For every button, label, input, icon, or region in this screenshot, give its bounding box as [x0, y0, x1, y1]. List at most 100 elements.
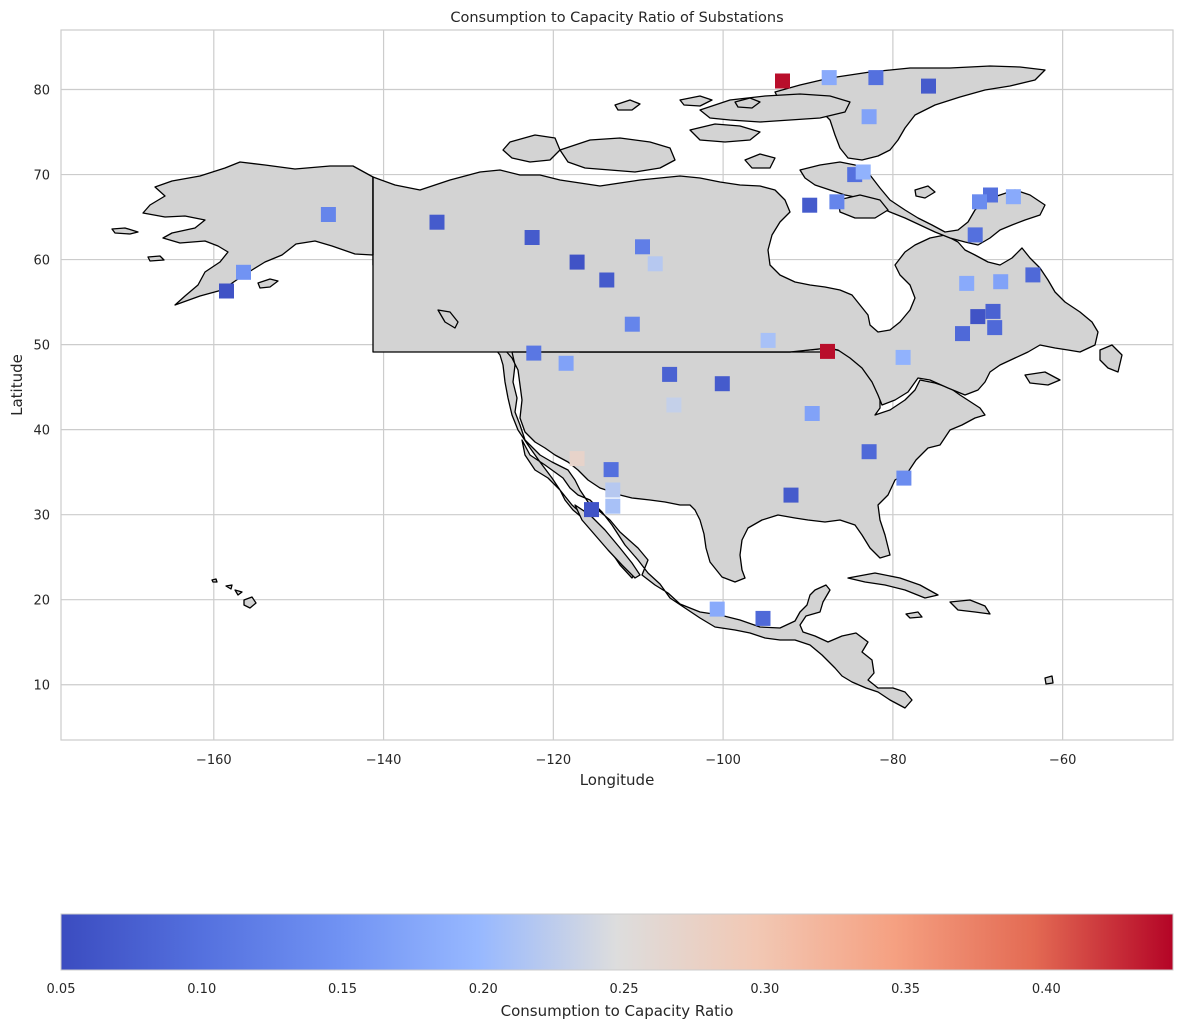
substation-marker: [647, 256, 663, 272]
colorbar-tick-label: 0.10: [187, 982, 216, 997]
substation-marker: [605, 482, 621, 498]
x-tick-label: −80: [879, 753, 906, 768]
landmass-arctic-islet-4: [744, 153, 776, 169]
substation-marker: [987, 320, 1003, 336]
y-tick-label: 80: [33, 84, 50, 99]
substation-marker: [804, 406, 820, 421]
landmass-hispaniola: [949, 599, 991, 615]
substation-marker: [599, 272, 615, 288]
y-tick-label: 50: [33, 339, 50, 354]
landmass-hawaii-2: [225, 584, 233, 590]
x-axis-ticks: −160 −140 −120 −100 −80 −60: [196, 753, 1076, 768]
colorbar-tick-label: 0.25: [610, 982, 639, 997]
landmass-newfoundland: [1099, 344, 1123, 373]
landmass-vancouver-island: [437, 309, 459, 329]
landmass-arctic-islet-3: [734, 97, 761, 109]
x-axis-label: Longitude: [580, 771, 655, 789]
substation-marker: [775, 73, 790, 89]
landmass-devon-island: [689, 123, 761, 143]
landmass-banks-island: [502, 134, 561, 163]
landmass-baja-california: [574, 504, 641, 579]
substation-marker: [1025, 267, 1041, 283]
landmass-canada-main: [372, 169, 1099, 406]
substation-marker: [558, 355, 574, 371]
substation-marker: [603, 462, 619, 478]
colorbar-tick-label: 0.05: [47, 982, 76, 997]
substation-marker: [605, 498, 621, 514]
landmass-hawaii-3: [234, 589, 243, 596]
substation-marker: [970, 309, 986, 325]
basemap: [111, 65, 1123, 709]
colorbar-tick-label: 0.40: [1032, 982, 1061, 997]
substation-marker: [635, 239, 650, 255]
y-tick-label: 10: [33, 679, 50, 694]
substation-marker: [714, 376, 730, 392]
substation-marker: [868, 70, 884, 86]
y-tick-label: 60: [33, 254, 50, 269]
landmass-prince-edward-island: [1024, 371, 1061, 386]
landmass-southampton-island: [837, 194, 889, 219]
y-tick-label: 70: [33, 169, 50, 184]
colorbar-tick-label: 0.20: [469, 982, 498, 997]
substation-marker: [861, 444, 877, 460]
landmass-arctic-islet-2: [679, 95, 713, 107]
landmass-coats-island: [914, 185, 936, 199]
chart-title: Consumption to Capacity Ratio of Substat…: [450, 10, 783, 26]
landmass-kodiak-island: [257, 278, 279, 289]
colorbar-ticks: 0.05 0.10 0.15 0.20 0.25 0.30 0.35 0.40: [47, 982, 1061, 997]
colorbar-tick-label: 0.35: [891, 982, 920, 997]
substation-marker: [985, 303, 1001, 319]
substation-marker: [236, 264, 251, 280]
x-tick-label: −60: [1049, 753, 1076, 768]
substation-marker: [921, 78, 936, 94]
substation-marker: [219, 283, 234, 299]
substation-marker: [584, 502, 599, 518]
landmass-aleutian-1: [111, 227, 139, 235]
substation-markers: [219, 70, 1041, 626]
substation-marker: [569, 254, 585, 270]
landmass-hawaii-big-island: [243, 596, 257, 609]
substation-marker: [569, 451, 585, 467]
substation-marker: [821, 70, 837, 86]
substation-marker: [524, 230, 540, 245]
colorbar-label: Consumption to Capacity Ratio: [501, 1002, 734, 1020]
x-tick-label: −140: [366, 753, 402, 768]
substation-marker: [755, 610, 771, 626]
substation-marker: [624, 316, 640, 332]
x-tick-label: −100: [705, 753, 741, 768]
substation-marker: [820, 343, 835, 359]
x-tick-label: −120: [535, 753, 571, 768]
x-tick-label: −160: [196, 753, 232, 768]
substation-marker: [895, 349, 911, 365]
y-axis-ticks: 10 20 30 40 50 60 70 80: [33, 84, 50, 694]
substation-marker: [1005, 189, 1021, 205]
landmass-aleutian-2: [147, 255, 165, 262]
y-tick-label: 40: [33, 424, 50, 439]
substation-marker: [896, 470, 912, 486]
landmass-victoria-island: [559, 137, 676, 173]
landmass-jamaica: [905, 611, 923, 619]
substation-marker: [783, 487, 799, 503]
substation-marker: [429, 214, 445, 230]
substation-marker: [666, 397, 682, 413]
substation-marker: [709, 601, 725, 617]
colorbar-tick-label: 0.30: [750, 982, 779, 997]
substation-marker: [959, 275, 975, 291]
substation-marker: [829, 194, 845, 210]
substation-marker: [802, 197, 818, 213]
substation-marker: [526, 345, 542, 361]
colorbar: [60, 913, 1174, 971]
colorbar-tick-label: 0.15: [328, 982, 357, 997]
substation-marker: [855, 164, 871, 180]
substation-marker: [861, 109, 877, 125]
y-axis-label: Latitude: [8, 354, 26, 416]
substation-marker: [993, 274, 1009, 290]
y-tick-label: 30: [33, 509, 50, 524]
landmass-cuba: [847, 572, 939, 599]
substation-marker: [760, 332, 776, 348]
y-tick-label: 20: [33, 594, 50, 609]
landmass-arctic-islet-1: [614, 99, 641, 111]
landmass-trinidad: [1044, 675, 1054, 685]
substation-marker: [662, 366, 678, 382]
